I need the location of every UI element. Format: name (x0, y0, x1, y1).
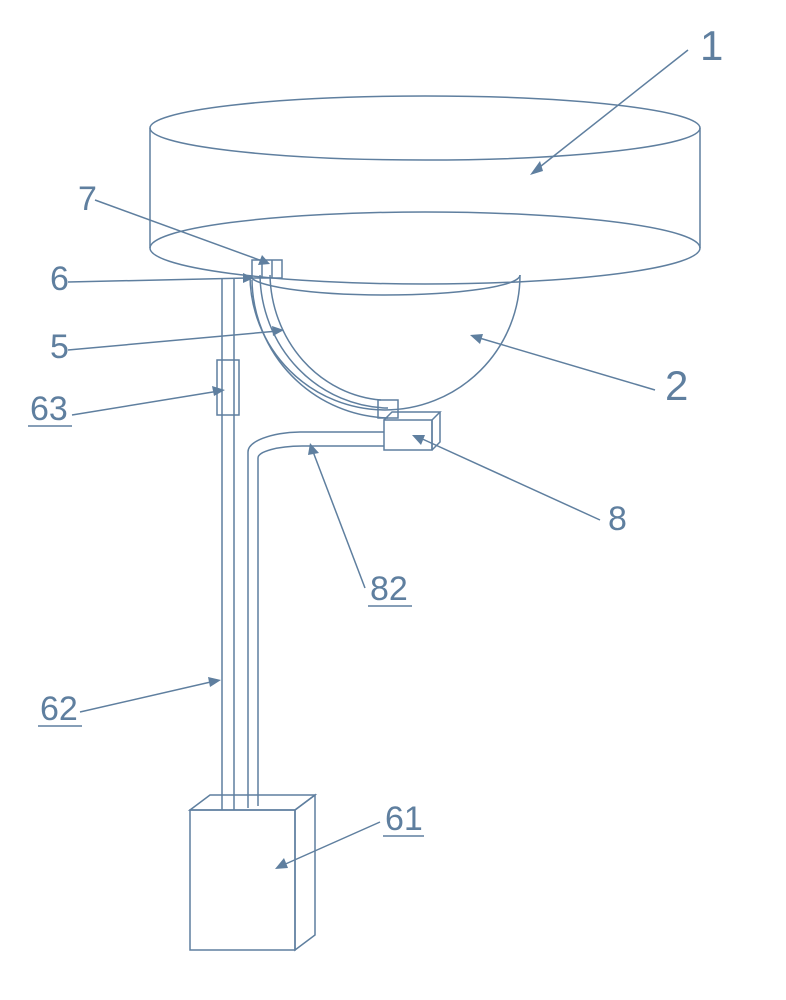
technical-drawing: 1 7 6 5 63 2 8 82 62 61 (0, 0, 786, 1000)
label-7: 7 (78, 180, 97, 218)
wiper-arc (252, 275, 388, 418)
label-5: 5 (50, 328, 69, 366)
label-2: 2 (665, 362, 688, 409)
vertical-pipe (222, 278, 234, 800)
leaders (68, 50, 688, 869)
label-62: 62 (40, 690, 78, 728)
label-61: 61 (385, 800, 423, 838)
housing-cylinder (150, 96, 700, 284)
label-8: 8 (608, 500, 627, 538)
elbow-pipe (248, 432, 384, 800)
labels: 1 7 6 5 63 2 8 82 62 61 (28, 22, 723, 838)
label-82: 82 (370, 570, 408, 608)
label-63: 63 (30, 390, 68, 428)
label-6: 6 (50, 260, 69, 298)
pipe-connector (217, 360, 239, 415)
label-1: 1 (700, 22, 723, 69)
pump-box (190, 795, 315, 950)
